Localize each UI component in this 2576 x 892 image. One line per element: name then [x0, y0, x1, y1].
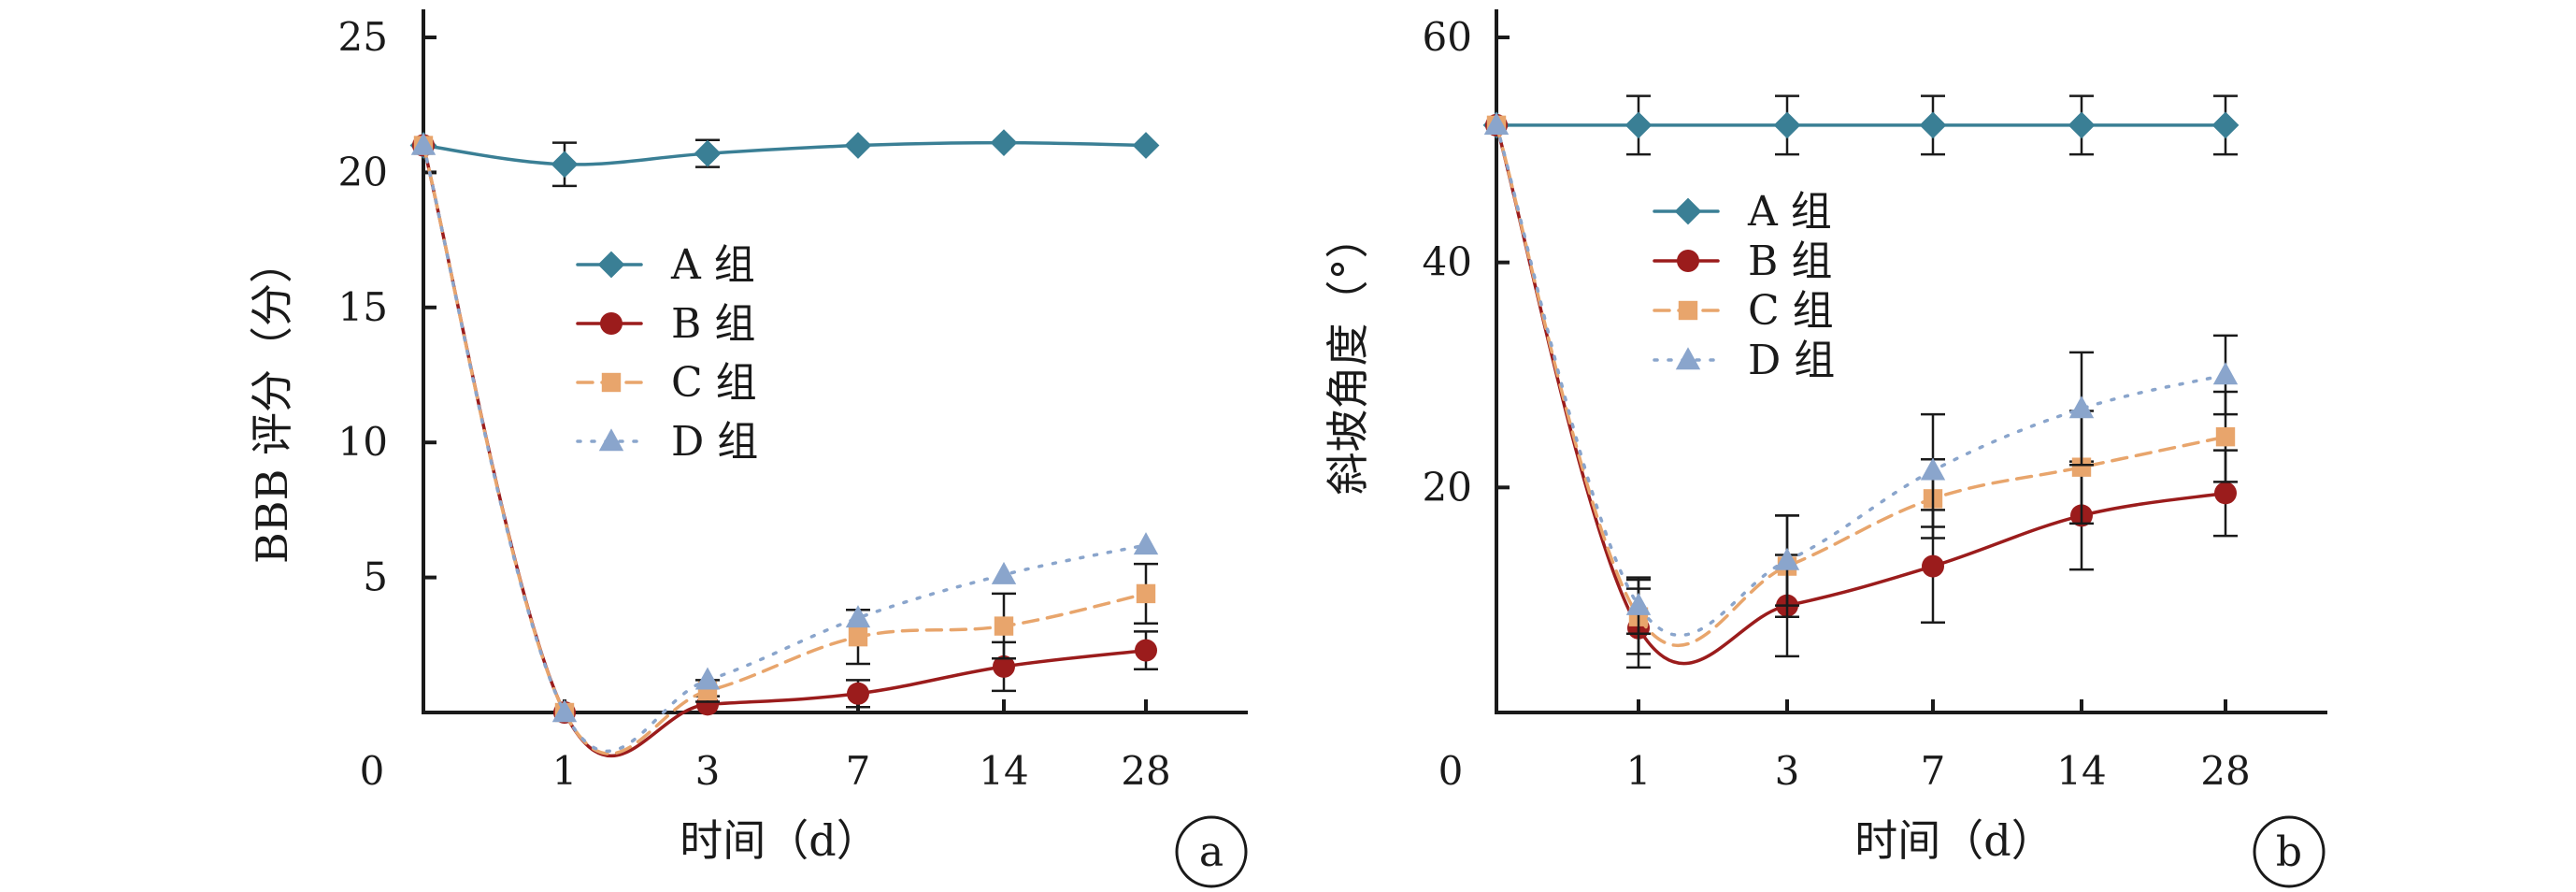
data-point: [845, 605, 871, 628]
series-line: [1495, 123, 2227, 638]
y-tick-label: 60: [1423, 14, 1472, 60]
panel-label: a: [1199, 828, 1224, 876]
origin-label: 0: [1438, 748, 1464, 794]
x-tick-label: 14: [2056, 748, 2106, 794]
legend-marker: [1675, 347, 1701, 370]
data-point: [847, 682, 869, 705]
y-tick-label: 10: [338, 419, 388, 465]
panel-a: 5 10 15 20 25 0 1 3 7 14 28 时间（d） BBB 评分（分） a A 组 B 组 C …: [247, 9, 1248, 888]
data-point: [991, 561, 1017, 584]
x-tick-label: 7: [1921, 748, 1946, 794]
x-tick-label: 3: [695, 748, 721, 794]
data-point: [2068, 396, 2095, 419]
series-line: [1495, 123, 2227, 666]
y-tick-label: 20: [338, 149, 388, 194]
legend-marker: [1677, 250, 1699, 272]
data-point: [410, 132, 436, 155]
data-point: [2212, 362, 2239, 385]
y-axis-title: BBB 评分（分）: [247, 240, 297, 564]
data-point: [1922, 554, 1944, 578]
data-point: [1920, 457, 1946, 481]
data-point: [1132, 132, 1160, 159]
y-tick-label: 15: [338, 284, 388, 330]
data-point: [694, 667, 721, 690]
data-point: [1136, 583, 1156, 604]
data-point: [990, 129, 1018, 157]
legend-label: D 组: [1748, 337, 1835, 384]
data-point: [994, 616, 1014, 636]
legend-marker: [598, 428, 624, 452]
series-line: [1495, 123, 2227, 647]
y-tick-label: 25: [338, 14, 388, 60]
data-point: [2214, 482, 2237, 505]
series-d: [410, 132, 1159, 753]
series-line: [422, 143, 1148, 758]
x-tick-label: 28: [2200, 748, 2250, 794]
legend-marker: [600, 312, 623, 335]
data-point: [1483, 112, 1510, 136]
legend-label: A 组: [1747, 188, 1832, 236]
data-point: [1774, 547, 1800, 570]
x-tick-label: 1: [1626, 748, 1652, 794]
panel-label-circle: [2253, 815, 2326, 888]
series-a: [409, 129, 1160, 188]
legend-marker: [1678, 300, 1698, 321]
legend: A 组B 组C 组D 组: [1653, 188, 1835, 384]
series-b: [1485, 113, 2238, 669]
legend-marker: [597, 251, 625, 279]
data-point: [2211, 111, 2240, 139]
y-tick-label: 40: [1423, 239, 1472, 285]
legend-marker: [1674, 197, 1702, 225]
series-line: [422, 140, 1148, 166]
series-d: [1483, 112, 2239, 638]
legend-label: B 组: [1748, 237, 1832, 285]
data-point: [1133, 532, 1159, 555]
legend-marker: [601, 372, 622, 393]
y-tick-label: 20: [1423, 464, 1472, 510]
series-c: [1486, 115, 2238, 655]
panel-b: 20 40 60 0 1 3 7 14 28 时间（d） 斜坡角度（°） b A 组B 组C 组D 组: [1323, 9, 2327, 888]
data-point: [1919, 111, 1947, 139]
x-tick-label: 28: [1121, 748, 1170, 794]
data-point: [551, 699, 578, 723]
data-point: [2068, 111, 2096, 139]
legend-label: D 组: [671, 418, 758, 466]
y-axis-title: 斜坡角度（°）: [1323, 216, 1373, 496]
data-point: [1135, 639, 1157, 662]
x-tick-label: 7: [846, 748, 871, 794]
origin-label: 0: [360, 748, 385, 794]
x-axis-title: 时间（d）: [1854, 815, 2054, 866]
series-line: [422, 143, 1148, 753]
data-point: [694, 139, 722, 167]
legend-label: B 组: [671, 300, 755, 348]
series-c: [413, 136, 1158, 755]
data-point: [844, 132, 872, 159]
legend: A 组 B 组 C 组 D 组: [576, 241, 758, 466]
data-point: [1625, 592, 1652, 615]
data-point: [2215, 426, 2236, 447]
data-point: [993, 655, 1015, 678]
data-point: [848, 626, 868, 647]
x-tick-label: 3: [1775, 748, 1800, 794]
data-point: [551, 151, 579, 179]
panel-label-circle: [1175, 815, 1248, 888]
data-point: [1773, 111, 1801, 139]
y-tick-label: 5: [363, 554, 388, 600]
legend-label: C 组: [1748, 287, 1834, 335]
series-a: [1482, 94, 2240, 156]
legend-label: C 组: [671, 359, 757, 407]
x-tick-label: 14: [979, 748, 1028, 794]
legend-label: A 组: [670, 241, 755, 289]
data-point: [2071, 457, 2092, 477]
x-tick-label: 1: [552, 748, 578, 794]
x-axis-title: 时间（d）: [680, 815, 879, 866]
panel-label: b: [2276, 828, 2302, 876]
data-point: [1624, 111, 1653, 139]
